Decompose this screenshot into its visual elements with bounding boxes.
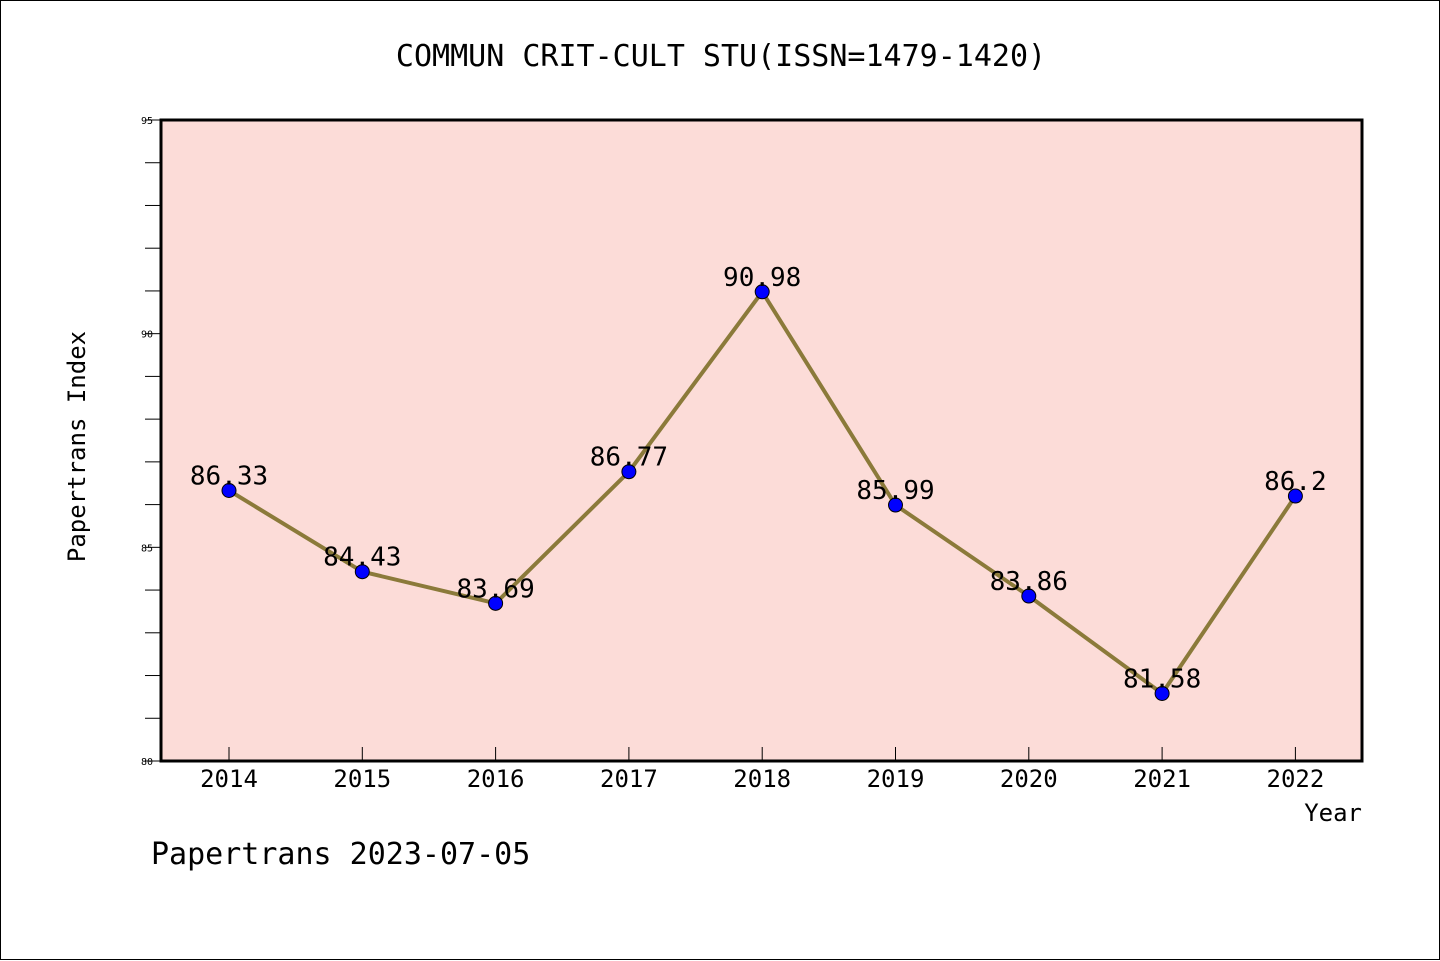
data-point	[221, 482, 237, 498]
footer-text: Papertrans 2023-07-05	[151, 837, 531, 872]
x-tick-label: 2014	[200, 765, 258, 793]
data-label: 86.33	[190, 461, 268, 491]
y-axis-label: Papertrans Index	[63, 331, 91, 562]
data-label: 83.86	[990, 567, 1068, 597]
data-point	[1021, 588, 1037, 604]
x-tick-label: 2019	[867, 765, 925, 793]
data-label: 86.2	[1264, 467, 1327, 497]
x-tick-label: 2022	[1267, 765, 1325, 793]
data-point	[754, 284, 770, 300]
plot-area	[161, 120, 1362, 761]
x-axis-label: Year	[1304, 799, 1362, 827]
chart-title: COMMUN CRIT-CULT STU(ISSN=1479-1420)	[395, 39, 1047, 74]
data-label: 90.98	[723, 263, 801, 293]
y-tick-label: 80	[141, 757, 153, 768]
data-point	[888, 497, 903, 513]
data-point	[488, 595, 504, 611]
x-tick-label: 2020	[1000, 765, 1058, 793]
y-tick-label: 85	[141, 543, 153, 554]
y-tick-label: 90	[141, 330, 153, 341]
x-tick-label: 2016	[467, 765, 525, 793]
x-tick-label: 2015	[333, 765, 391, 793]
data-label: 83.69	[456, 574, 534, 604]
data-label: 85.99	[856, 476, 934, 506]
data-point	[1287, 488, 1303, 504]
data-point	[354, 564, 370, 580]
y-tick-label: 95	[141, 116, 153, 127]
x-tick-label: 2018	[733, 765, 791, 793]
x-tick-label: 2017	[600, 765, 658, 793]
data-point	[1154, 685, 1170, 701]
data-label: 84.43	[323, 543, 401, 573]
plot-frame	[159, 118, 1364, 763]
x-tick-label: 2021	[1133, 765, 1191, 793]
data-label: 81.58	[1123, 664, 1201, 694]
data-point	[621, 464, 637, 480]
data-label: 86.77	[590, 443, 668, 473]
